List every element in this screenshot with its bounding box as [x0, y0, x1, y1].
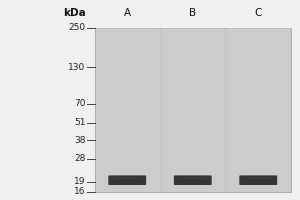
Text: 16: 16 [74, 188, 85, 196]
Bar [227, 28, 290, 192]
FancyBboxPatch shape [239, 175, 277, 185]
FancyBboxPatch shape [108, 175, 146, 185]
Text: B: B [189, 8, 196, 18]
Bar [96, 28, 158, 192]
Bar [178, 178, 207, 179]
Text: 70: 70 [74, 99, 85, 108]
Text: 130: 130 [68, 63, 86, 72]
Bar [113, 178, 142, 179]
Text: 19: 19 [74, 177, 85, 186]
Text: A: A [124, 8, 131, 18]
Bar [161, 28, 224, 192]
Text: 250: 250 [68, 23, 86, 32]
Text: 28: 28 [74, 154, 85, 163]
Text: kDa: kDa [63, 8, 85, 18]
Bar [94, 28, 291, 192]
FancyBboxPatch shape [174, 175, 212, 185]
Text: C: C [255, 8, 262, 18]
Bar [244, 178, 273, 179]
Text: 51: 51 [74, 118, 85, 127]
Text: 38: 38 [74, 136, 85, 145]
